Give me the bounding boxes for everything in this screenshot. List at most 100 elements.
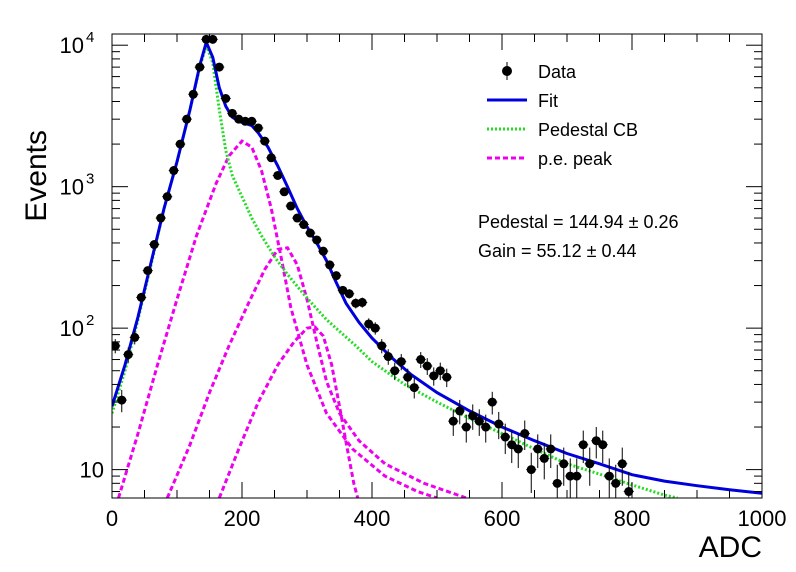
data-point: [117, 395, 127, 405]
data-point: [318, 246, 328, 256]
data-point: [474, 416, 484, 426]
data-point: [279, 187, 289, 197]
data-point: [494, 419, 504, 429]
data-point: [604, 471, 614, 481]
legend-label: Pedestal CB: [538, 120, 638, 140]
data-point: [364, 319, 374, 329]
data-point: [325, 260, 335, 270]
x-tick-label: 400: [354, 506, 391, 531]
legend-marker-data: [502, 66, 512, 76]
data-point: [403, 372, 413, 382]
data-point: [617, 459, 627, 469]
data-point: [565, 471, 575, 481]
data-point: [377, 341, 387, 351]
data-point: [130, 332, 140, 342]
y-tick-label: 10: [60, 316, 84, 341]
data-point: [162, 192, 172, 202]
data-point: [448, 416, 458, 426]
data-point: [143, 266, 153, 276]
data-point: [201, 34, 211, 44]
data-point: [533, 444, 543, 454]
data-point: [591, 436, 601, 446]
data-point: [286, 201, 296, 211]
x-tick-label: 800: [614, 506, 651, 531]
data-point: [481, 422, 491, 432]
data-point: [195, 62, 205, 72]
x-tick-label: 1000: [738, 506, 787, 531]
data-point: [507, 440, 517, 450]
x-axis-label: ADC: [699, 531, 762, 564]
data-point: [260, 136, 270, 146]
data-point: [468, 411, 478, 421]
data-point: [422, 361, 432, 371]
data-point: [611, 478, 621, 488]
data-point: [253, 123, 263, 133]
data-point: [526, 465, 536, 475]
data-point: [357, 297, 367, 307]
data-point: [214, 62, 224, 72]
x-tick-label: 0: [106, 506, 118, 531]
pe-peak-curve-3: [217, 325, 360, 498]
data-point: [383, 352, 393, 362]
data-point: [487, 397, 497, 407]
data-point: [429, 371, 439, 381]
data-point: [240, 116, 250, 126]
data-point: [305, 228, 315, 238]
data-point: [149, 240, 159, 250]
data-point: [312, 235, 322, 245]
data-point: [175, 139, 185, 149]
data-point: [370, 323, 380, 333]
data-point: [624, 487, 634, 497]
data-point: [539, 453, 549, 463]
y-tick-exponent: 4: [86, 29, 94, 46]
data-point: [435, 366, 445, 376]
curves-layer: [112, 37, 762, 498]
data-point: [292, 213, 302, 223]
data-point: [221, 94, 231, 104]
data-point: [390, 366, 400, 376]
x-tick-label: 200: [224, 506, 261, 531]
data-point: [442, 372, 452, 382]
data-point: [572, 471, 582, 481]
fit-result-2: Gain = 55.12 ± 0.44: [478, 241, 637, 261]
data-point: [247, 116, 257, 126]
data-point: [513, 444, 523, 454]
plot-frame: [111, 33, 763, 499]
data-point: [552, 478, 562, 488]
data-point: [598, 440, 608, 450]
data-point: [182, 114, 192, 124]
legend: Data Fit Pedestal CB p.e. peak: [487, 62, 638, 169]
fit-result-1: Pedestal = 144.94 ± 0.26: [478, 212, 679, 232]
data-point: [585, 459, 595, 469]
y-tick-exponent: 2: [86, 312, 94, 329]
data-point: [208, 34, 218, 44]
data-point: [123, 350, 133, 360]
data-point: [156, 213, 166, 223]
data-point: [227, 108, 237, 118]
data-point: [455, 406, 465, 416]
x-axis: 0 200 400 600 800 1000: [106, 34, 787, 531]
y-tick-exponent: 3: [86, 171, 94, 188]
data-point: [169, 166, 179, 176]
legend-label: Fit: [538, 91, 558, 111]
y-tick-label: 10: [60, 33, 84, 58]
pe-peak-curve-1: [117, 139, 438, 498]
data-point: [136, 292, 146, 302]
fit-results: Pedestal = 144.94 ± 0.26 Gain = 55.12 ± 0…: [478, 212, 679, 261]
data-point: [546, 444, 556, 454]
data-point: [273, 170, 283, 180]
legend-label: p.e. peak: [538, 149, 613, 169]
y-tick-label: 10: [60, 175, 84, 200]
data-points-layer: [112, 34, 634, 498]
fit-curve: [112, 37, 762, 495]
data-point: [416, 355, 426, 365]
data-point: [112, 341, 120, 351]
data-point: [578, 440, 588, 450]
data-point: [331, 271, 341, 281]
legend-label: Data: [538, 62, 577, 82]
data-point: [500, 432, 510, 442]
pe-peak-curve-2: [165, 246, 467, 498]
data-point: [266, 153, 276, 163]
data-point: [188, 89, 198, 99]
